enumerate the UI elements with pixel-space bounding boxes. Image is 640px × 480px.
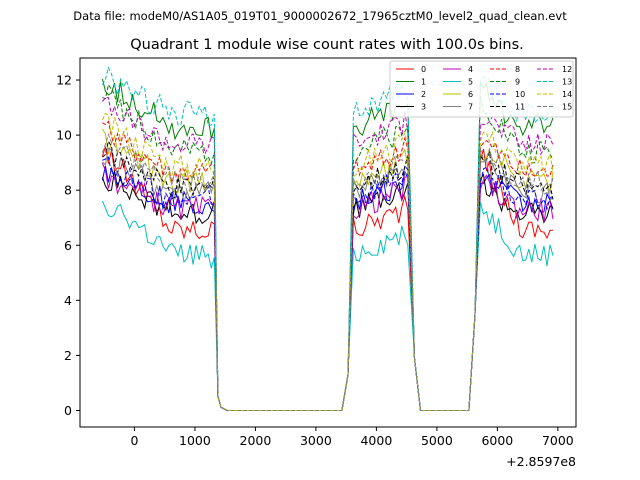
legend-label-2: 2 bbox=[421, 90, 426, 99]
legend-label-10: 10 bbox=[515, 90, 525, 99]
y-tick-label: 2 bbox=[64, 348, 72, 363]
legend-label-15: 15 bbox=[562, 103, 572, 112]
legend-label-4: 4 bbox=[468, 65, 473, 74]
plot-frame bbox=[79, 57, 577, 428]
legend-label-11: 11 bbox=[515, 103, 525, 112]
y-tick-label: 4 bbox=[64, 293, 72, 308]
legend-label-6: 6 bbox=[468, 90, 473, 99]
series-line-11 bbox=[102, 139, 554, 411]
series-line-3 bbox=[101, 170, 554, 411]
legend-label-13: 13 bbox=[562, 78, 572, 87]
chart-title: Quadrant 1 module wise count rates with … bbox=[130, 37, 524, 53]
x-tick-label: 0 bbox=[130, 433, 138, 448]
legend-label-12: 12 bbox=[562, 65, 572, 74]
y-tick-label: 12 bbox=[56, 73, 72, 88]
chart-suptitle: Data file: modeM0/AS1A05_019T01_90000026… bbox=[73, 9, 567, 23]
series-line-12 bbox=[102, 97, 554, 411]
y-axis: 0 2 4 6 8 10 12 bbox=[56, 73, 80, 418]
x-tick-label: 6000 bbox=[481, 433, 513, 448]
legend-label-0: 0 bbox=[421, 65, 426, 74]
x-tick-label: 5000 bbox=[421, 433, 453, 448]
x-tick-label: 4000 bbox=[360, 433, 392, 448]
x-axis: 0 1000 2000 3000 4000 5000 6000 7000 bbox=[130, 427, 574, 448]
x-tick-label: 1000 bbox=[179, 433, 211, 448]
series-line-15 bbox=[101, 133, 554, 411]
series-line-10 bbox=[102, 156, 554, 411]
series-line-9 bbox=[102, 83, 554, 411]
legend-label-14: 14 bbox=[562, 90, 572, 99]
legend-label-3: 3 bbox=[421, 103, 426, 112]
legend-label-1: 1 bbox=[421, 78, 426, 87]
y-tick-label: 6 bbox=[64, 238, 72, 253]
legend-label-5: 5 bbox=[468, 78, 473, 87]
x-tick-label: 2000 bbox=[240, 433, 272, 448]
x-offset-label: +2.8597e8 bbox=[506, 454, 576, 469]
x-tick-label: 7000 bbox=[542, 433, 574, 448]
legend-box bbox=[389, 60, 574, 118]
series-line-4 bbox=[101, 162, 554, 411]
y-tick-label: 10 bbox=[56, 128, 72, 143]
legend-label-8: 8 bbox=[515, 65, 520, 74]
legend-label-7: 7 bbox=[468, 103, 473, 112]
y-tick-label: 0 bbox=[64, 403, 72, 418]
legend-label-9: 9 bbox=[515, 78, 520, 87]
y-tick-label: 8 bbox=[64, 183, 72, 198]
x-tick-label: 3000 bbox=[300, 433, 332, 448]
series-line-13 bbox=[101, 66, 554, 411]
plot-lines bbox=[101, 66, 554, 411]
